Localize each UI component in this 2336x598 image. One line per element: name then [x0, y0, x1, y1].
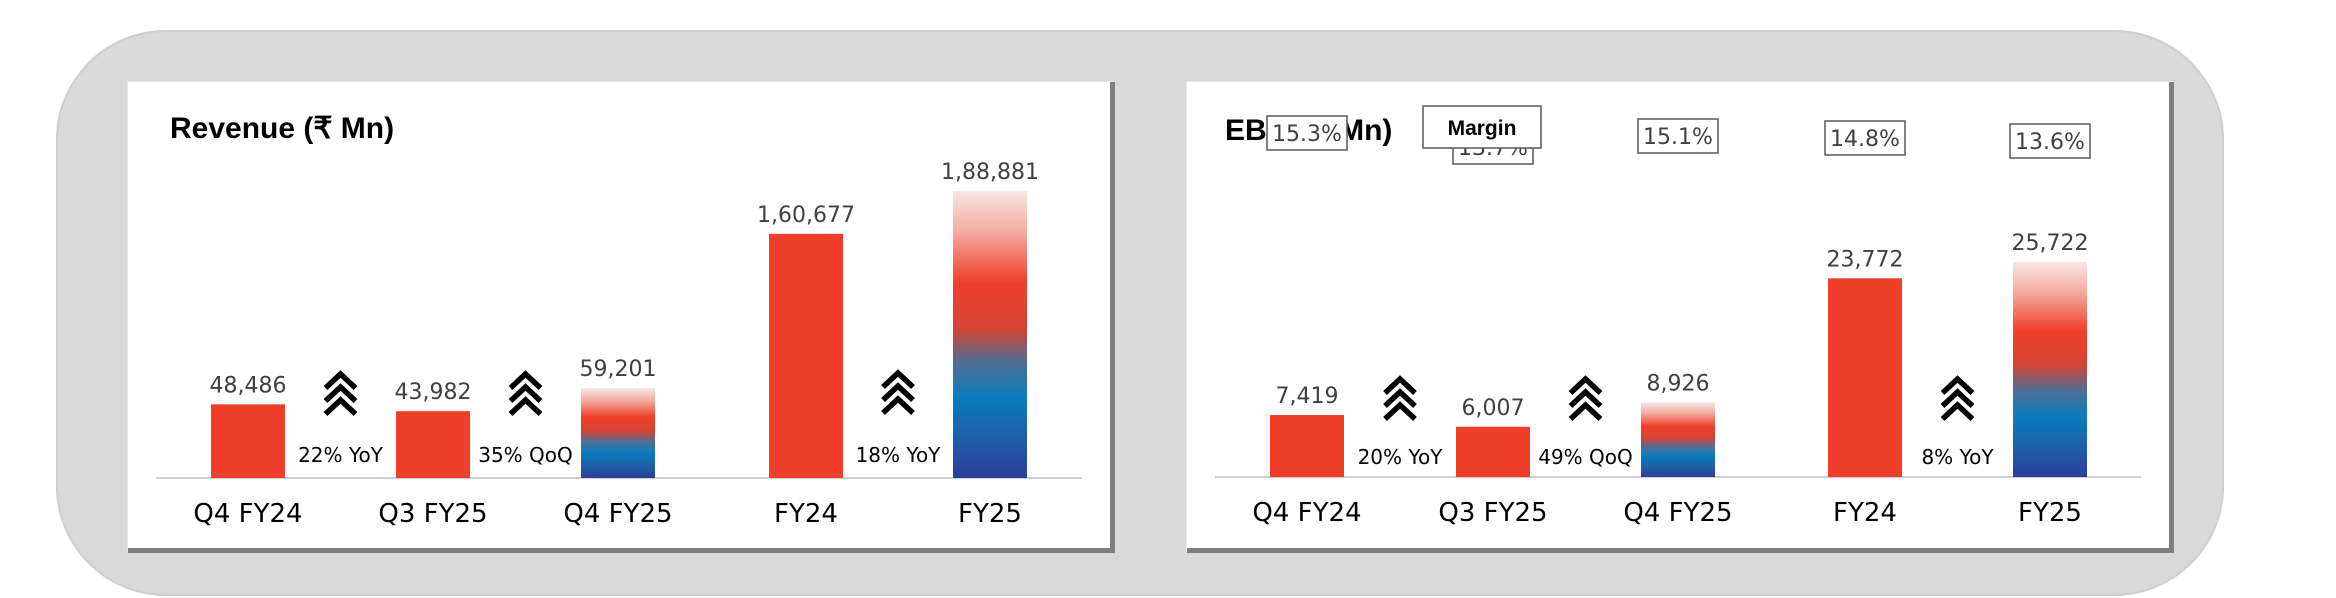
bar-value-label: 48,486: [210, 373, 287, 398]
bar-value-label: 1,60,677: [757, 203, 855, 228]
category-label: FY25: [958, 499, 1022, 529]
triple-chevron-up-icon: [323, 370, 358, 417]
growth-label: 18% YoY: [856, 443, 942, 467]
bar-q4-fy25: [581, 388, 655, 478]
category-label: FY24: [774, 499, 838, 529]
bar-value-label: 8,926: [1647, 371, 1710, 396]
margin-box: [1824, 120, 1906, 156]
category-label: Q3 FY25: [1438, 498, 1547, 528]
growth-label: 49% QoQ: [1538, 445, 1633, 469]
bar-fy25: [2013, 262, 2087, 477]
category-label: FY25: [2018, 498, 2082, 528]
bar-value-label: 59,201: [580, 357, 657, 382]
margin-value: 15.1%: [1643, 125, 1713, 150]
growth-label: 8% YoY: [1921, 445, 1994, 469]
margin-box: [1637, 118, 1719, 154]
margin-value: 13.6%: [2015, 130, 2085, 155]
growth-label: 20% YoY: [1358, 445, 1444, 469]
category-label: Q4 FY25: [1623, 498, 1732, 528]
bar-q3-fy25: [396, 411, 470, 478]
revenue-chart-title: Revenue (₹ Mn): [170, 112, 394, 145]
growth-label: 35% QoQ: [478, 443, 573, 467]
margin-box: [2009, 123, 2091, 159]
margin-box: [1266, 115, 1348, 151]
bar-q4-fy24: [211, 404, 285, 478]
bar-value-label: 23,772: [1827, 247, 1904, 272]
bar-q4-fy25: [1641, 402, 1715, 477]
bar-q3-fy25: [1456, 426, 1530, 477]
margin-value: 15.3%: [1272, 122, 1342, 147]
triple-chevron-up-icon: [508, 370, 543, 417]
bar-value-label: 6,007: [1462, 396, 1525, 421]
triple-chevron-up-icon: [1940, 375, 1975, 422]
bar-fy25: [953, 191, 1027, 478]
bar-fy24: [1828, 278, 1902, 477]
bar-value-label: 25,722: [2012, 231, 2089, 256]
bar-q4-fy24: [1270, 414, 1344, 477]
triple-chevron-up-icon: [1383, 375, 1417, 422]
category-label: FY24: [1833, 498, 1897, 528]
margin-legend-label: Margin: [1448, 117, 1517, 140]
revenue-chart: Revenue (₹ Mn) 48,486 Q4 FY24 43,982 Q3 FY2…: [156, 112, 1082, 529]
revenue-chart-panel: Revenue (₹ Mn) 48,486 Q4 FY24 43,982 Q3 FY2…: [128, 82, 1115, 553]
growth-label: 22% YoY: [298, 443, 384, 467]
bar-value-label: 43,982: [395, 380, 472, 405]
margin-legend-box: [1422, 105, 1542, 149]
bar-fy24: [769, 233, 843, 478]
bar-value-label: 7,419: [1276, 384, 1339, 409]
category-label: Q4 FY25: [563, 499, 672, 529]
category-label: Q4 FY24: [193, 499, 302, 529]
margin-value: 14.8%: [1830, 127, 1900, 152]
triple-chevron-up-icon: [1568, 375, 1603, 422]
bar-value-label: 1,88,881: [941, 160, 1039, 185]
category-label: Q3 FY25: [378, 499, 487, 529]
category-label: Q4 FY24: [1252, 498, 1361, 528]
triple-chevron-up-icon: [881, 369, 915, 416]
